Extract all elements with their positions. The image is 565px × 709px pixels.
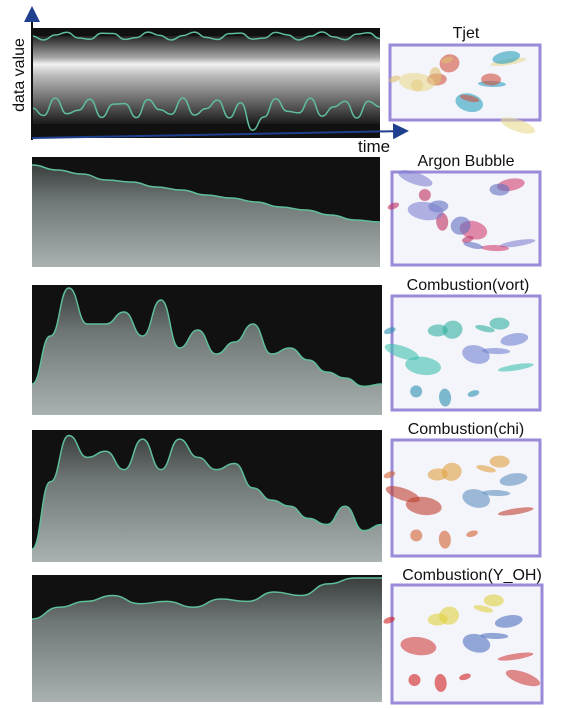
render-blob [434, 673, 447, 692]
render-blob [459, 94, 480, 103]
histogram-area [32, 165, 380, 267]
render-blob [408, 674, 421, 687]
histogram-area [32, 435, 382, 562]
panel-label: Combustion(Y_OH) [402, 567, 542, 584]
render-blob [459, 673, 471, 681]
render-blob [405, 496, 442, 516]
render-blob [492, 51, 521, 64]
render-blob [497, 507, 534, 516]
render-blob [466, 530, 478, 538]
render-blob [475, 324, 495, 333]
render-blob [398, 72, 435, 92]
render-blob [499, 473, 528, 486]
render-blob [481, 73, 502, 86]
render-blob [384, 343, 419, 361]
panel-label: Combustion(vort) [407, 277, 530, 294]
render-blob [441, 462, 462, 481]
render-blob [498, 363, 534, 372]
histogram-curve [31, 31, 381, 41]
render-blob [480, 244, 509, 252]
histogram-curve [31, 164, 381, 223]
histogram-area [32, 578, 382, 702]
render-blob [405, 356, 442, 376]
render-blob [438, 530, 451, 549]
render-blob [410, 385, 423, 398]
histogram-curve [31, 287, 383, 388]
render-blob [505, 669, 541, 687]
render-blob [467, 390, 480, 397]
render-blob [418, 189, 431, 202]
render-blob [489, 455, 510, 468]
render-blob [500, 117, 535, 134]
render-blob [427, 324, 448, 337]
render-blob [439, 388, 452, 407]
histogram-curve [31, 577, 382, 620]
render-blob [480, 632, 509, 639]
images: Tjet Argon Bubble Combustion(vort) Combusti… [383, 25, 544, 705]
panel-label: Argon Bubble [418, 153, 515, 170]
render-blob [482, 490, 511, 497]
render-blob [461, 235, 474, 243]
render-blob [494, 615, 523, 628]
render-blob [383, 616, 395, 624]
panel-label: Tjet [453, 25, 480, 42]
render-blob [442, 320, 463, 339]
histogram-curve [31, 97, 381, 131]
render-blob [383, 471, 396, 479]
render-blob [450, 216, 471, 235]
render-blob [482, 348, 511, 355]
histogram-band [32, 36, 380, 124]
x-axis-arrow [31, 123, 409, 140]
render-blob [476, 465, 496, 473]
render-blob [462, 489, 490, 508]
render-blob [499, 239, 536, 248]
render-blob [462, 633, 491, 653]
render-blob [410, 529, 423, 542]
render-blob [489, 317, 510, 330]
render-blob [439, 606, 459, 625]
render-blob [489, 183, 510, 196]
render-blob [384, 327, 396, 335]
render-blob [473, 605, 494, 613]
plots [31, 28, 383, 702]
render-blob [497, 652, 534, 661]
x-axis-label: time [358, 137, 390, 156]
render-blob [463, 241, 483, 249]
render-blob [483, 594, 504, 607]
render-blob [388, 75, 401, 83]
render-blob [400, 636, 437, 656]
render-blob [500, 333, 529, 346]
render-blob [398, 170, 433, 187]
render-blob [387, 202, 400, 210]
render-blob [407, 201, 444, 221]
y-axis-label: data value [11, 38, 28, 112]
histogram-area [32, 288, 382, 415]
panel-label: Combustion(chi) [408, 421, 524, 438]
histogram-curve [31, 434, 383, 550]
render-blob [441, 56, 453, 64]
